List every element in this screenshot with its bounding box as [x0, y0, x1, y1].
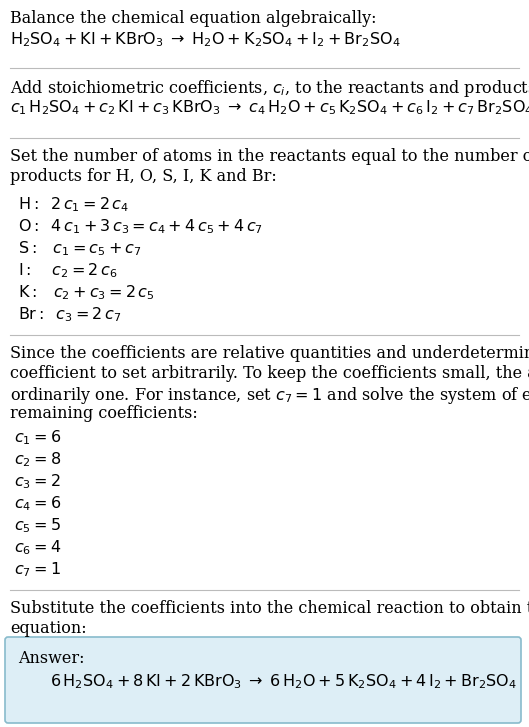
FancyBboxPatch shape	[5, 637, 521, 723]
Text: $\mathrm{O{:}}\;\;4\,c_1 + 3\,c_3 = c_4 + 4\,c_5 + 4\,c_7$: $\mathrm{O{:}}\;\;4\,c_1 + 3\,c_3 = c_4 …	[18, 217, 263, 236]
Text: Substitute the coefficients into the chemical reaction to obtain the balanced: Substitute the coefficients into the che…	[10, 600, 529, 617]
Text: $\mathrm{Br{:}}\;\;c_3 = 2\,c_7$: $\mathrm{Br{:}}\;\;c_3 = 2\,c_7$	[18, 305, 122, 324]
Text: $c_6 = 4$: $c_6 = 4$	[14, 538, 61, 557]
Text: products for H, O, S, I, K and Br:: products for H, O, S, I, K and Br:	[10, 168, 277, 185]
Text: Balance the chemical equation algebraically:: Balance the chemical equation algebraica…	[10, 10, 377, 27]
Text: $c_4 = 6$: $c_4 = 6$	[14, 494, 61, 513]
Text: $c_2 = 8$: $c_2 = 8$	[14, 450, 61, 469]
Text: $c_5 = 5$: $c_5 = 5$	[14, 516, 61, 534]
Text: $c_1\,\mathrm{H_2SO_4} + c_2\,\mathrm{KI} + c_3\,\mathrm{KBrO_3} \;\rightarrow\;: $c_1\,\mathrm{H_2SO_4} + c_2\,\mathrm{KI…	[10, 98, 529, 117]
Text: $\mathrm{H_2SO_4 + KI + KBrO_3 \;\rightarrow\; H_2O + K_2SO_4 + I_2 + Br_2SO_4}$: $\mathrm{H_2SO_4 + KI + KBrO_3 \;\righta…	[10, 30, 400, 49]
Text: $c_1 = 6$: $c_1 = 6$	[14, 428, 61, 446]
Text: $\mathrm{K{:}}\;\;\;c_2 + c_3 = 2\,c_5$: $\mathrm{K{:}}\;\;\;c_2 + c_3 = 2\,c_5$	[18, 283, 154, 302]
Text: Add stoichiometric coefficients, $c_i$, to the reactants and products:: Add stoichiometric coefficients, $c_i$, …	[10, 78, 529, 99]
Text: $c_3 = 2$: $c_3 = 2$	[14, 472, 60, 491]
Text: $c_7 = 1$: $c_7 = 1$	[14, 560, 61, 579]
Text: $6\,\mathrm{H_2SO_4} + 8\,\mathrm{KI} + 2\,\mathrm{KBrO_3} \;\rightarrow\; 6\,\m: $6\,\mathrm{H_2SO_4} + 8\,\mathrm{KI} + …	[50, 672, 517, 691]
Text: $\mathrm{S{:}}\;\;\;c_1 = c_5 + c_7$: $\mathrm{S{:}}\;\;\;c_1 = c_5 + c_7$	[18, 239, 142, 257]
Text: remaining coefficients:: remaining coefficients:	[10, 405, 198, 422]
Text: equation:: equation:	[10, 620, 87, 637]
Text: Set the number of atoms in the reactants equal to the number of atoms in the: Set the number of atoms in the reactants…	[10, 148, 529, 165]
Text: $\mathrm{I{:}}\;\;\;\;c_2 = 2\,c_6$: $\mathrm{I{:}}\;\;\;\;c_2 = 2\,c_6$	[18, 261, 117, 280]
Text: ordinarily one. For instance, set $c_7 = 1$ and solve the system of equations fo: ordinarily one. For instance, set $c_7 =…	[10, 385, 529, 406]
Text: Answer:: Answer:	[18, 650, 85, 667]
Text: $\mathrm{H{:}}\;\;2\,c_1 = 2\,c_4$: $\mathrm{H{:}}\;\;2\,c_1 = 2\,c_4$	[18, 195, 129, 214]
Text: coefficient to set arbitrarily. To keep the coefficients small, the arbitrary va: coefficient to set arbitrarily. To keep …	[10, 365, 529, 382]
Text: Since the coefficients are relative quantities and underdetermined, choose a: Since the coefficients are relative quan…	[10, 345, 529, 362]
